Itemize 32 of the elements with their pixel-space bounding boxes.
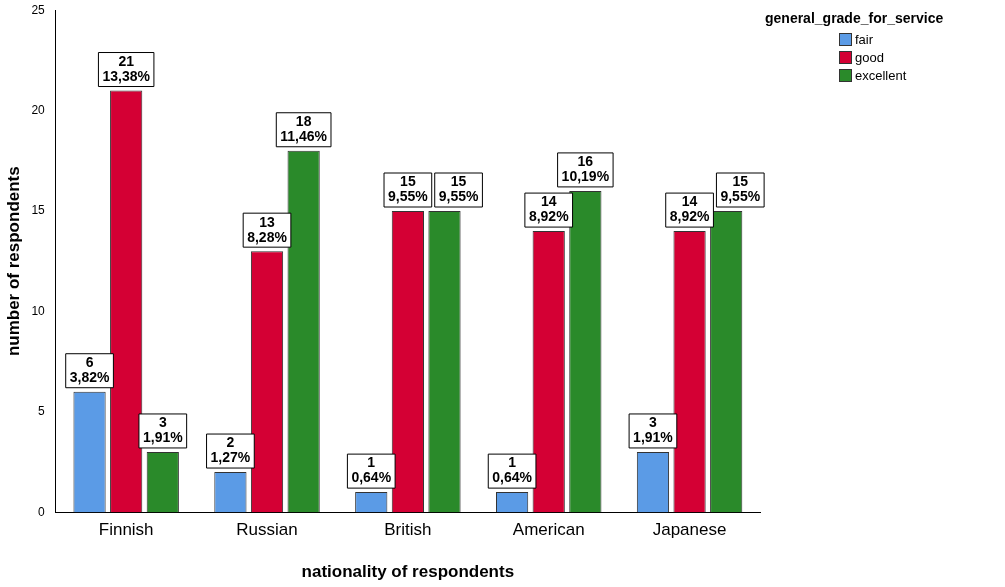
y-tick-label: 10 <box>31 303 46 318</box>
legend-label: excellent <box>855 68 907 83</box>
data-label: 15 9,55% <box>438 173 479 205</box>
x-tick-label: Russian <box>236 520 298 540</box>
y-tick-label: 15 <box>31 203 46 218</box>
data-label: 13 8,28% <box>247 213 288 245</box>
data-label: 14 8,92% <box>528 193 570 225</box>
legend-label: good <box>855 50 884 65</box>
data-label: 2 1,27% <box>210 434 251 466</box>
data-label: 15 9,55% <box>388 173 429 205</box>
x-tick-label: Japanese <box>652 520 727 540</box>
y-tick-label: 20 <box>31 102 46 117</box>
y-tick-label: 25 <box>31 2 46 17</box>
data-label: 3 1,91% <box>633 414 674 446</box>
x-tick-label: British <box>384 520 432 540</box>
data-label: 14 8,92% <box>669 193 710 225</box>
data-label: 3 1,91% <box>142 414 184 446</box>
data-label: 16 10,19% <box>561 153 610 185</box>
x-axis-title: nationality of respondents <box>301 562 515 582</box>
data-label: 6 3,82% <box>69 354 110 386</box>
data-label: 1 0,64% <box>492 454 533 486</box>
data-label: 1 0,64% <box>351 454 392 486</box>
data-label: 15 9,55% <box>720 173 761 205</box>
y-tick-label: 5 <box>38 404 46 419</box>
x-tick-label: Finnish <box>98 520 154 540</box>
y-axis-title: number of respondents <box>3 166 23 357</box>
legend-title: general_grade_for_service <box>765 10 944 26</box>
data-label: 21 13,38% <box>102 52 151 84</box>
y-tick-label: 0 <box>38 504 46 519</box>
data-label: 18 11,46% <box>280 113 328 145</box>
legend-label: fair <box>855 32 874 47</box>
x-tick-label: American <box>512 520 585 540</box>
